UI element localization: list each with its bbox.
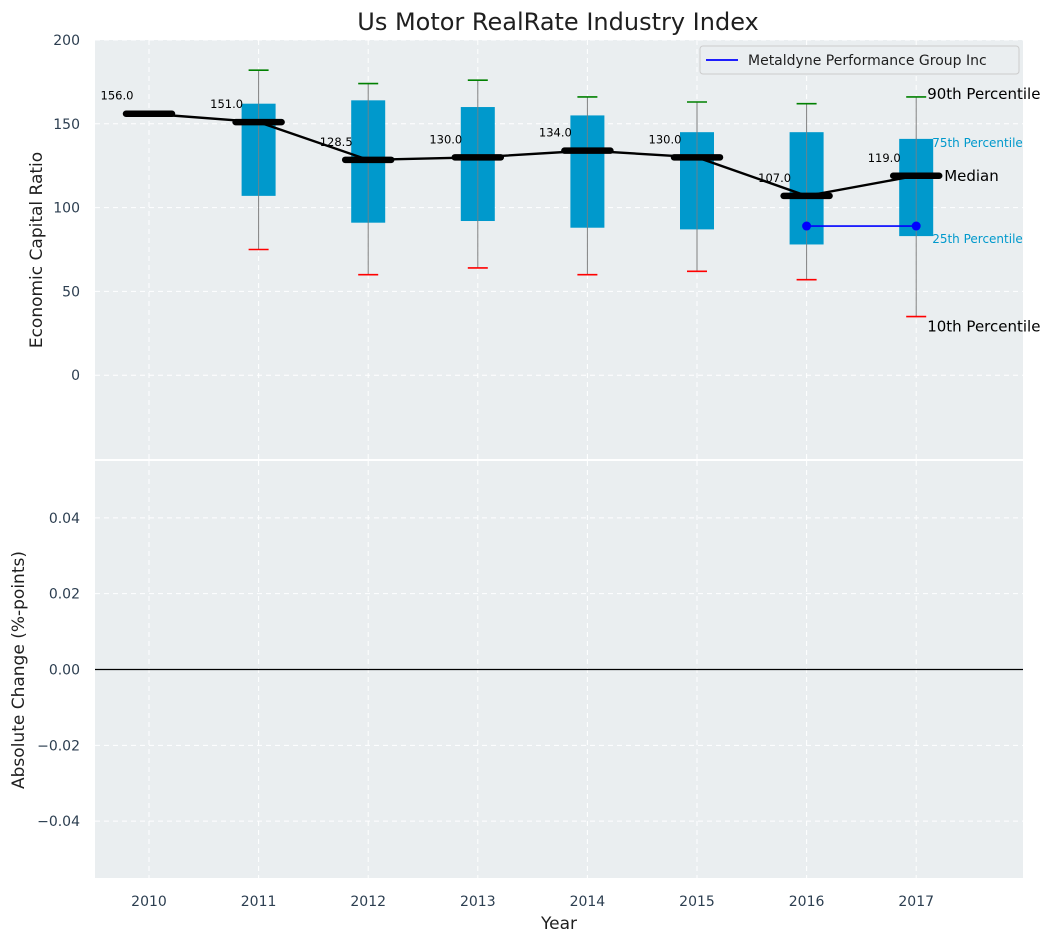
x-tick-2012: 2012 xyxy=(350,894,386,910)
top-y-tick-labels: 0 50 100 150 200 xyxy=(53,33,80,384)
legend-box xyxy=(699,45,1020,75)
median-label-2012: 128.5 xyxy=(320,135,353,149)
x-tick-2010: 2010 xyxy=(131,894,167,910)
median-trend xyxy=(122,110,943,200)
median-label-2017: 119.0 xyxy=(868,151,901,165)
x-tick-labels: 2010 2011 2012 2013 2014 2015 2016 2017 xyxy=(131,894,934,910)
median-label-2016: 107.0 xyxy=(758,171,791,185)
x-axis-label: Year xyxy=(540,914,577,934)
box-plots xyxy=(241,69,934,318)
bottom-y-tick-4: 0.04 xyxy=(49,511,80,527)
x-tick-2016: 2016 xyxy=(789,894,825,910)
top-y-tick-100: 100 xyxy=(53,201,80,217)
percentile-annotations: 90th Percentile 75th Percentile Median 25th… xyxy=(927,85,1040,336)
top-y-tick-150: 150 xyxy=(53,117,80,133)
annot-p10: 10th Percentile xyxy=(927,318,1040,336)
x-tick-2011: 2011 xyxy=(241,894,277,910)
x-tick-2013: 2013 xyxy=(460,894,496,910)
median-label-2015: 130.0 xyxy=(649,132,682,146)
chart-title: Us Motor RealRate Industry Index xyxy=(357,8,759,36)
top-panel: 0 50 100 150 200 156.0 151.0 128.5 130.0 134.0 13… xyxy=(27,33,1040,459)
bottom-y-tick-labels: −0.04 −0.02 0.00 0.02 0.04 xyxy=(37,511,80,830)
x-tick-2017: 2017 xyxy=(898,894,934,910)
top-y-tick-0: 0 xyxy=(71,368,80,384)
bottom-y-tick-3: 0.02 xyxy=(49,587,80,603)
median-label-2011: 151.0 xyxy=(210,97,243,111)
bottom-y-tick-2: 0.00 xyxy=(49,663,80,679)
median-trend-line xyxy=(148,112,917,198)
bottom-panel: −0.04−0.020.000.020.04 2010 2011 2012 2013 2… xyxy=(9,461,1023,934)
company-point-2017 xyxy=(911,221,921,231)
top-y-tick-200: 200 xyxy=(53,33,80,49)
annot-p75: 75th Percentile xyxy=(932,136,1023,150)
x-tick-2014: 2014 xyxy=(570,894,606,910)
median-label-2014: 134.0 xyxy=(539,126,572,140)
annot-p25: 25th Percentile xyxy=(932,232,1023,246)
median-label-2010: 156.0 xyxy=(101,89,134,103)
median-value-labels: 156.0 151.0 128.5 130.0 134.0 130.0 107.0 119.0 xyxy=(101,89,901,185)
annot-median: Median xyxy=(944,167,999,185)
bottom-y-tick-1: −0.02 xyxy=(37,738,80,754)
top-y-tick-50: 50 xyxy=(62,284,80,300)
company-series xyxy=(802,221,921,231)
company-point-2016 xyxy=(802,221,812,231)
top-y-axis-label: Economic Capital Ratio xyxy=(27,152,47,348)
legend: Metaldyne Performance Group Inc xyxy=(699,45,1020,75)
bottom-y-axis-label: Absolute Change (%-points) xyxy=(9,551,29,789)
annot-p90: 90th Percentile xyxy=(927,85,1040,103)
x-tick-2015: 2015 xyxy=(679,894,715,910)
legend-entry-company: Metaldyne Performance Group Inc xyxy=(748,53,987,69)
median-label-2013: 130.0 xyxy=(429,132,462,146)
bottom-y-tick-0: −0.04 xyxy=(37,814,80,830)
